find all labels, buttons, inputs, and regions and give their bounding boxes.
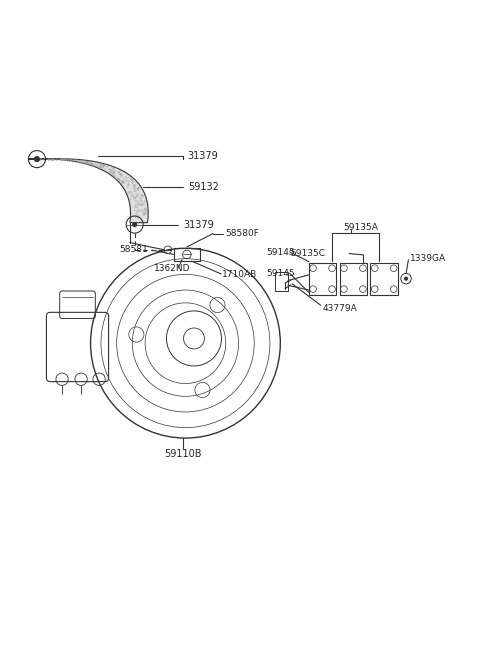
Text: 43779A: 43779A bbox=[322, 304, 357, 312]
Text: 31379: 31379 bbox=[188, 152, 218, 161]
Text: 58580F: 58580F bbox=[225, 229, 259, 238]
Text: 1339GA: 1339GA bbox=[410, 255, 446, 263]
Circle shape bbox=[35, 157, 39, 161]
Bar bbox=[309, 262, 336, 295]
Circle shape bbox=[405, 277, 408, 280]
Text: 59145: 59145 bbox=[266, 247, 295, 256]
Text: 59135A: 59135A bbox=[343, 223, 378, 232]
Text: 59135C: 59135C bbox=[290, 249, 325, 258]
Text: 58581: 58581 bbox=[119, 245, 148, 255]
Text: 31379: 31379 bbox=[183, 220, 214, 230]
Bar bbox=[371, 262, 398, 295]
Text: 1710AB: 1710AB bbox=[222, 270, 258, 279]
Bar bbox=[340, 262, 367, 295]
Text: 59132: 59132 bbox=[188, 182, 219, 192]
Text: 1362ND: 1362ND bbox=[154, 264, 190, 273]
Polygon shape bbox=[29, 159, 148, 222]
Circle shape bbox=[133, 222, 137, 226]
Text: 59110B: 59110B bbox=[164, 449, 202, 459]
Text: 59145: 59145 bbox=[266, 269, 295, 278]
